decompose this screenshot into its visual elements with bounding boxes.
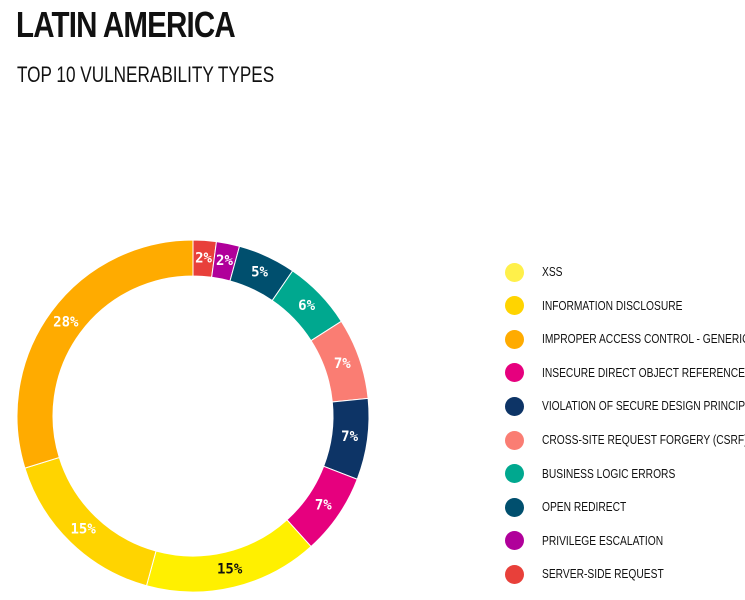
slice-label-business-logic-errors: 6% — [298, 298, 315, 314]
slice-label-server-side-request: 2% — [195, 250, 212, 266]
legend-swatch — [505, 430, 524, 450]
legend-swatch — [505, 329, 524, 349]
legend-item-information-disclosure: INFORMATION DISCLOSURE — [505, 296, 745, 316]
slice-label-information-disclosure: 15% — [71, 522, 97, 538]
legend-item-privilege-escalation: PRIVILEGE ESCALATION — [505, 531, 745, 551]
legend-swatch — [505, 363, 524, 383]
legend-item-business-logic-errors: BUSINESS LOGIC ERRORS — [505, 464, 745, 484]
legend-label: SERVER-SIDE REQUEST — [542, 567, 664, 582]
legend-item-improper-access-control-generic: IMPROPER ACCESS CONTROL - GENERIC — [505, 329, 745, 349]
legend-label: OPEN REDIRECT — [542, 500, 627, 515]
legend-swatch — [505, 531, 524, 551]
legend-label: PRIVILEGE ESCALATION — [542, 533, 664, 548]
legend-label: INSECURE DIRECT OBJECT REFERENCE (IDOR) — [542, 365, 745, 380]
legend-label: INFORMATION DISCLOSURE — [542, 298, 683, 313]
legend-swatch — [505, 464, 524, 484]
chart-title: LATIN AMERICA — [16, 4, 236, 45]
legend-label: IMPROPER ACCESS CONTROL - GENERIC — [542, 332, 745, 347]
donut-chart: 2% 2% 5% 6% 7% 7% 7% 15% 15% 28% — [16, 239, 370, 593]
legend-label: XSS — [542, 265, 563, 279]
legend-label: CROSS-SITE REQUEST FORGERY (CSRF) — [542, 433, 745, 447]
legend-swatch — [505, 262, 524, 282]
legend-label: VIOLATION OF SECURE DESIGN PRINCIPLES — [542, 399, 745, 414]
slice-label-open-redirect: 5% — [251, 265, 268, 281]
slice-improper-access-control-generic — [16, 239, 194, 469]
legend-item-cross-site-request-forgery-csrf: CROSS-SITE REQUEST FORGERY (CSRF) — [505, 430, 745, 450]
legend-item-open-redirect: OPEN REDIRECT — [505, 497, 745, 517]
slice-label-improper-access-control-generic: 28% — [53, 314, 79, 330]
legend-label: BUSINESS LOGIC ERRORS — [542, 466, 676, 481]
slice-label-cross-site-request-forgery-csrf: 7% — [334, 356, 351, 372]
legend-item-violation-of-secure-design-principles: VIOLATION OF SECURE DESIGN PRINCIPLES — [505, 396, 745, 416]
legend-item-xss: XSS — [505, 262, 745, 282]
slice-label-insecure-direct-object-reference-idor: 7% — [315, 497, 332, 513]
legend-swatch — [505, 296, 524, 316]
slice-xss — [145, 519, 312, 593]
legend-swatch — [505, 564, 524, 584]
slice-label-privilege-escalation: 2% — [216, 253, 233, 269]
chart-subtitle: TOP 10 VULNERABILITY TYPES — [17, 62, 275, 87]
slice-label-xss: 15% — [217, 562, 243, 578]
legend-swatch — [505, 497, 524, 517]
legend-item-insecure-direct-object-reference-idor: INSECURE DIRECT OBJECT REFERENCE (IDOR) — [505, 363, 745, 383]
legend-swatch — [505, 396, 524, 416]
slice-label-violation-of-secure-design-principles: 7% — [341, 429, 358, 445]
legend-item-server-side-request: SERVER-SIDE REQUEST — [505, 564, 745, 584]
